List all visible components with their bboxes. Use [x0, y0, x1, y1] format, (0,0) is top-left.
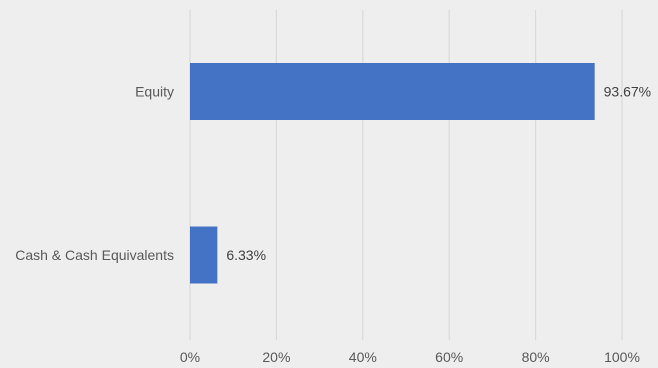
x-tick-label-20: 20% [262, 349, 290, 365]
x-tick-label-40: 40% [349, 349, 377, 365]
category-label-1: Cash & Cash Equivalents [15, 247, 174, 263]
data-label-0: 93.67% [604, 84, 651, 100]
x-tick-label-100: 100% [604, 349, 640, 365]
bar-1 [190, 226, 218, 284]
x-tick-label-60: 60% [435, 349, 463, 365]
x-tick-label-0: 0% [180, 349, 200, 365]
category-label-0: Equity [135, 84, 174, 100]
gridlines [189, 10, 623, 340]
x-tick-label-80: 80% [522, 349, 550, 365]
labels: 0% 20% 40% 60% 80% 100% Equity 93.67% Cash & Cas… [15, 84, 651, 366]
bars [190, 63, 595, 284]
bar-0 [190, 63, 595, 120]
data-label-1: 6.33% [226, 247, 266, 263]
